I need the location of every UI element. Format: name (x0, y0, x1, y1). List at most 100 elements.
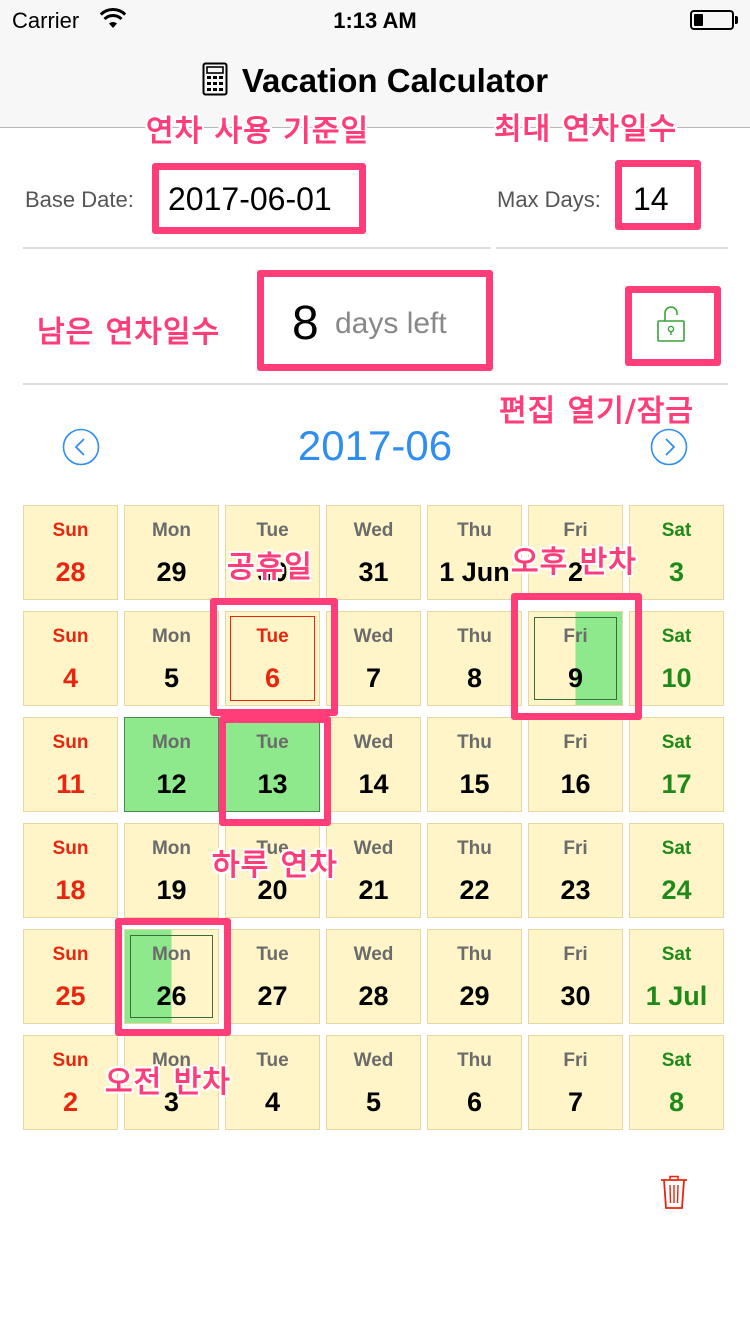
annotation-box-pm-half (511, 593, 642, 720)
carrier-label: Carrier (12, 8, 80, 33)
day-number: 12 (156, 769, 187, 799)
calendar-day-cell[interactable]: Thu 8 (427, 611, 522, 706)
day-number: 30 (560, 981, 591, 1011)
divider (23, 247, 491, 249)
day-number: 3 (668, 557, 685, 587)
calendar-day-cell[interactable]: Wed 14 (326, 717, 421, 812)
calendar-day-cell[interactable]: Tue 30 (225, 505, 320, 600)
calendar-day-cell[interactable]: Sat 24 (629, 823, 724, 918)
day-name: Mon (151, 1050, 192, 1071)
nav-bar: Vacation Calculator (0, 40, 750, 128)
annotation-box-base-date (152, 163, 366, 234)
day-name: Wed (353, 944, 394, 965)
calendar-day-cell[interactable]: Sat 8 (629, 1035, 724, 1130)
calendar-day-cell[interactable]: Sun 28 (23, 505, 118, 600)
calendar-day-cell[interactable]: Thu 15 (427, 717, 522, 812)
day-number: 29 (156, 557, 187, 587)
annotation-box-full-day (219, 716, 331, 826)
calendar-day-cell[interactable]: Fri 7 (528, 1035, 623, 1130)
day-number: 31 (358, 557, 389, 587)
calendar-day-cell[interactable]: Mon 19 (124, 823, 219, 918)
day-name: Wed (353, 1050, 394, 1071)
day-number: 21 (358, 875, 389, 905)
calendar-day-cell[interactable]: Sun 18 (23, 823, 118, 918)
day-name: Thu (457, 732, 492, 753)
calendar-day-cell[interactable]: Tue 4 (225, 1035, 320, 1130)
calendar-day-cell[interactable]: Mon 3 (124, 1035, 219, 1130)
day-name: Sat (661, 838, 692, 859)
day-name: Sat (661, 520, 692, 541)
calendar-day-cell[interactable]: Wed 31 (326, 505, 421, 600)
prev-month-button[interactable] (62, 428, 100, 466)
calendar-day-cell[interactable]: Wed 7 (326, 611, 421, 706)
calendar-day-cell[interactable]: Sun 25 (23, 929, 118, 1024)
day-number: 28 (358, 981, 389, 1011)
calendar-day-cell[interactable]: Mon 5 (124, 611, 219, 706)
day-name: Sun (52, 732, 89, 753)
calendar-day-cell[interactable]: Thu 29 (427, 929, 522, 1024)
calendar-day-cell[interactable]: Mon 29 (124, 505, 219, 600)
remaining-days-number: 8 (292, 297, 319, 350)
day-number: 4 (62, 663, 79, 693)
calendar-day-cell[interactable]: Sat 10 (629, 611, 724, 706)
day-name: Wed (353, 732, 394, 753)
unlock-icon[interactable] (652, 304, 690, 344)
calendar-day-cell[interactable]: Sat 17 (629, 717, 724, 812)
calendar-day-cell[interactable]: Sun 2 (23, 1035, 118, 1130)
calendar-day-cell[interactable]: Wed 28 (326, 929, 421, 1024)
day-number: 3 (163, 1087, 180, 1117)
day-name: Fri (563, 838, 588, 859)
day-name: Tue (256, 520, 289, 541)
day-name: Wed (353, 838, 394, 859)
day-number: 8 (466, 663, 483, 693)
day-name: Sun (52, 520, 89, 541)
calendar-day-cell[interactable]: Wed 21 (326, 823, 421, 918)
calendar-day-cell[interactable]: Tue 27 (225, 929, 320, 1024)
day-name: Fri (563, 732, 588, 753)
base-date-field[interactable]: 2017-06-01 (168, 181, 332, 217)
month-title: 2017-06 (297, 422, 453, 469)
day-name: Sat (661, 732, 692, 753)
day-number: 16 (560, 769, 591, 799)
day-name: Mon (151, 732, 192, 753)
annotation-box-am-half (115, 918, 231, 1036)
day-number: 19 (156, 875, 187, 905)
calendar-day-cell[interactable]: Thu 6 (427, 1035, 522, 1130)
day-number: 2 (567, 557, 584, 587)
max-days-field[interactable]: 14 (633, 181, 669, 217)
next-month-button[interactable] (650, 428, 688, 466)
calendar-day-cell[interactable]: Sat 1 Jul (629, 929, 724, 1024)
calendar-day-cell[interactable]: Thu 22 (427, 823, 522, 918)
base-date-label: Base Date: (25, 187, 134, 212)
calendar-day-cell[interactable]: Fri 30 (528, 929, 623, 1024)
trash-icon[interactable] (659, 1174, 689, 1210)
calendar-day-cell[interactable]: Sun 11 (23, 717, 118, 812)
day-name: Thu (457, 520, 492, 541)
calendar-day-cell[interactable]: Wed 5 (326, 1035, 421, 1130)
day-name: Tue (256, 626, 289, 647)
calendar-day-cell[interactable]: Sun 4 (23, 611, 118, 706)
annotation-remaining: 남은 연차일수 (37, 315, 221, 350)
calendar-day-cell[interactable]: Tue 20 (225, 823, 320, 918)
day-name: Sat (661, 626, 692, 647)
calendar-day-cell[interactable]: Mon 26 (124, 929, 219, 1024)
day-number: 30 (257, 557, 288, 587)
calendar-day-cell[interactable]: Mon 12 (124, 717, 219, 812)
calendar-day-cell[interactable]: Tue 6 (225, 611, 320, 706)
day-number: 28 (55, 557, 86, 587)
day-name: Wed (353, 520, 394, 541)
calendar-day-cell[interactable]: Fri 9 (528, 611, 623, 706)
day-number: 1 Jun (439, 557, 510, 587)
chevron-right-circle-icon (650, 428, 688, 466)
status-bar: Carrier 1:13 AM (0, 0, 750, 40)
annotation-box-max-days (615, 160, 701, 230)
day-number: 7 (567, 1087, 584, 1117)
calendar-day-cell[interactable]: Fri 16 (528, 717, 623, 812)
calendar-day-cell[interactable]: Sat 3 (629, 505, 724, 600)
calendar-day-cell[interactable]: Fri 2 (528, 505, 623, 600)
day-number: 22 (459, 875, 490, 905)
calendar-day-cell[interactable]: Thu 1 Jun (427, 505, 522, 600)
day-name: Mon (151, 626, 192, 647)
calendar-day-cell[interactable]: Fri 23 (528, 823, 623, 918)
day-number: 5 (163, 663, 180, 693)
